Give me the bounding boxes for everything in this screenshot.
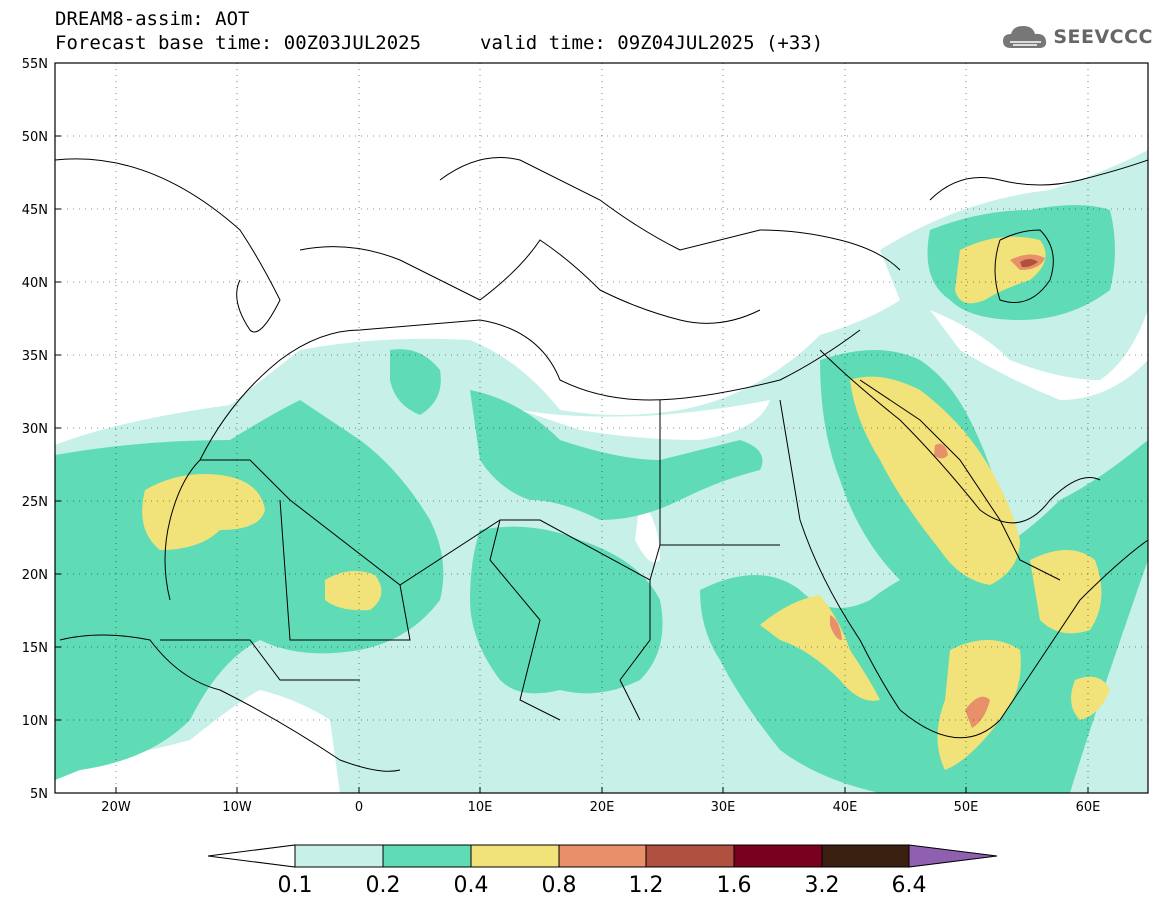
colorbar-swatch xyxy=(645,844,735,868)
lat-label: 55N xyxy=(22,57,48,72)
colorbar-swatch-above xyxy=(908,844,998,868)
lat-label: 35N xyxy=(22,349,48,364)
lat-label: 10N xyxy=(22,714,48,729)
colorbar-swatch xyxy=(382,844,472,868)
lon-label: 10E xyxy=(468,800,493,815)
forecast-base-time: Forecast base time: 00Z03JUL2025 xyxy=(55,32,422,54)
lon-label: 20E xyxy=(590,800,615,815)
colorbar-label: 0.8 xyxy=(542,873,577,898)
colorbar-swatch xyxy=(294,844,384,868)
coastlines xyxy=(55,157,1148,772)
lon-label: 20W xyxy=(101,800,131,815)
lat-label: 25N xyxy=(22,495,48,510)
colorbar-label: 0.4 xyxy=(454,873,489,898)
lat-label: 5N xyxy=(30,787,48,802)
lat-label: 30N xyxy=(22,422,48,437)
lat-label: 45N xyxy=(22,203,48,218)
aot-band-0.4 xyxy=(142,474,265,550)
lon-label: 0 xyxy=(355,800,363,815)
colorbar: 0.1 0.2 0.4 0.8 1.2 1.6 3.2 6.4 xyxy=(207,844,998,898)
lon-axis: 20W 10W 0 10E 20E 30E 40E 50E 60E xyxy=(101,787,1100,815)
lat-label: 40N xyxy=(22,276,48,291)
logo-text: SEEVCCC xyxy=(1053,26,1153,48)
lon-label: 50E xyxy=(954,800,979,815)
colorbar-label: 0.2 xyxy=(366,873,401,898)
chart-title: DREAM8-assim: AOT xyxy=(55,8,250,30)
lat-label: 50N xyxy=(22,130,48,145)
colorbar-label: 1.2 xyxy=(629,873,664,898)
colorbar-swatch xyxy=(558,844,647,868)
cloud-icon xyxy=(1003,26,1047,48)
seevccc-logo: SEEVCCC xyxy=(1001,22,1153,52)
colorbar-swatch xyxy=(733,844,823,868)
lon-label: 40E xyxy=(833,800,858,815)
lat-label: 15N xyxy=(22,641,48,656)
colorbar-label: 6.4 xyxy=(892,873,927,898)
colorbar-swatch xyxy=(821,844,910,868)
valid-time: valid time: 09Z04JUL2025 (+33) xyxy=(480,32,824,54)
colorbar-swatch-below xyxy=(207,844,296,868)
lon-label: 60E xyxy=(1076,800,1101,815)
graticule xyxy=(55,63,1148,793)
lon-label: 10W xyxy=(222,800,252,815)
lat-axis: 55N 50N 45N 40N 35N 30N 25N 20N 15N 10N … xyxy=(22,57,61,802)
aot-contours xyxy=(55,150,1148,793)
lat-label: 20N xyxy=(22,568,48,583)
lon-label: 30E xyxy=(711,800,736,815)
colorbar-label: 1.6 xyxy=(717,873,752,898)
colorbar-label: 3.2 xyxy=(805,873,840,898)
colorbar-swatch xyxy=(470,844,560,868)
colorbar-label: 0.1 xyxy=(278,873,313,898)
